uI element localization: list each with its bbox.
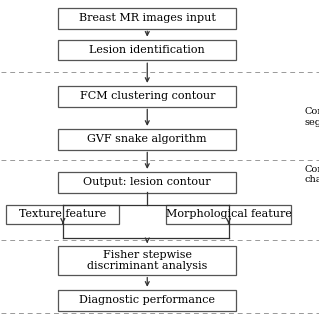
Text: FCM clustering contour: FCM clustering contour xyxy=(79,91,215,101)
Text: Texture feature: Texture feature xyxy=(19,209,107,219)
Text: GVF snake algorithm: GVF snake algorithm xyxy=(87,134,207,144)
Text: Output: lesion contour: Output: lesion contour xyxy=(84,177,211,187)
Bar xyxy=(58,290,236,310)
Bar xyxy=(58,8,236,28)
Text: Fisher stepwise
discriminant analysis: Fisher stepwise discriminant analysis xyxy=(87,250,207,271)
Bar xyxy=(58,86,236,107)
Text: Lesion identification: Lesion identification xyxy=(89,45,205,55)
Bar xyxy=(58,172,236,193)
Bar xyxy=(58,40,236,60)
Bar xyxy=(58,246,236,275)
Bar xyxy=(6,204,119,224)
Bar xyxy=(58,129,236,150)
Text: Compute
characteri: Compute characteri xyxy=(305,164,320,184)
Text: Morphological feature: Morphological feature xyxy=(165,209,292,219)
Text: Comput-
segment: Comput- segment xyxy=(305,107,320,127)
Text: Breast MR images input: Breast MR images input xyxy=(79,13,216,23)
Bar xyxy=(166,204,291,224)
Text: Diagnostic performance: Diagnostic performance xyxy=(79,295,215,305)
